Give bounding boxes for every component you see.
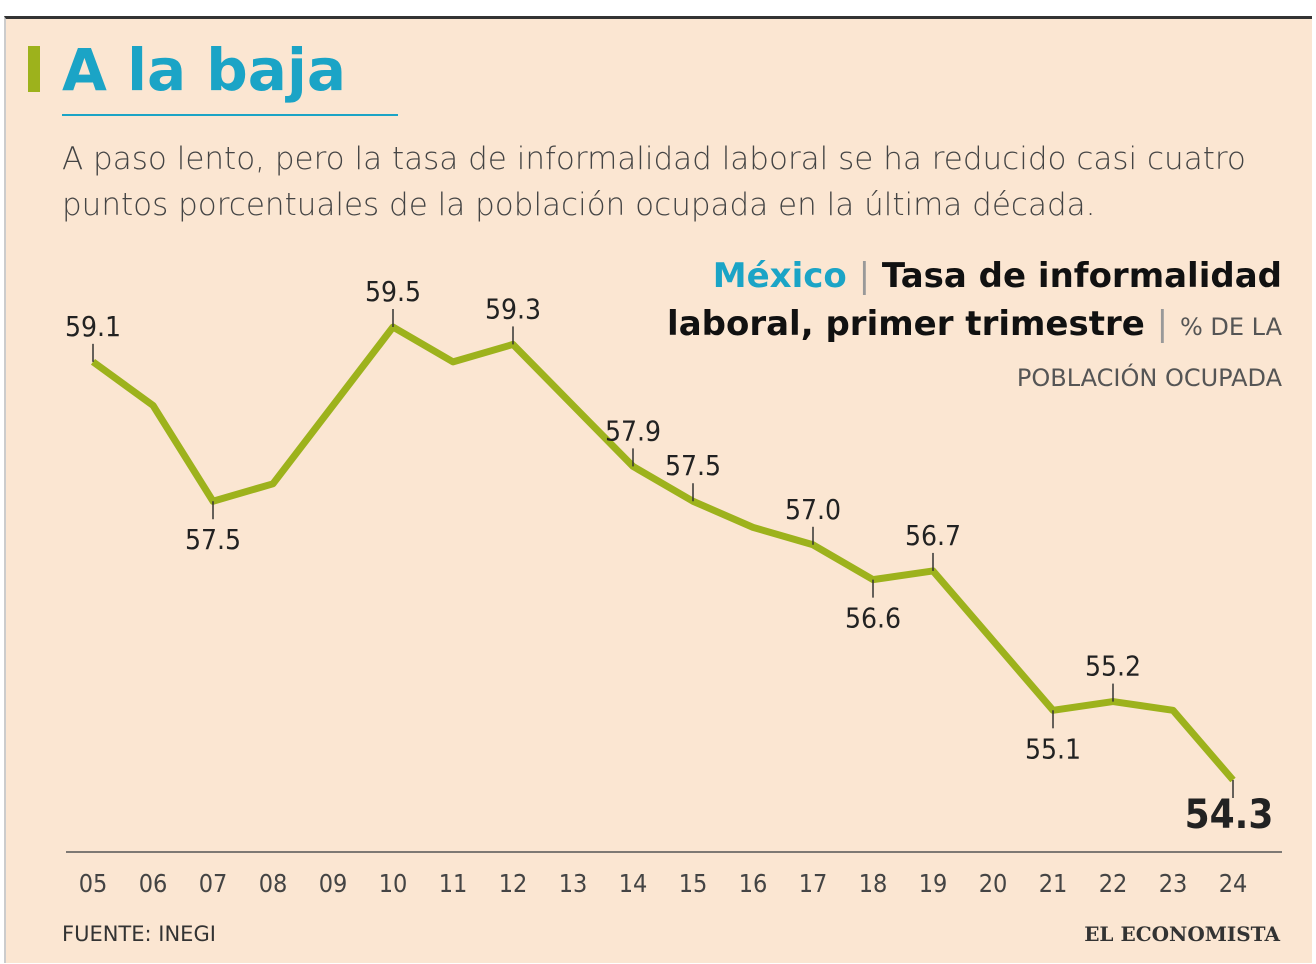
x-tick-label: 16	[739, 869, 768, 898]
title-rule	[62, 114, 398, 116]
value-label: 57.9	[605, 414, 661, 447]
caption-region: México	[712, 256, 847, 296]
separator: |	[858, 256, 871, 296]
value-label: 57.5	[185, 523, 241, 556]
value-label: 55.2	[1085, 650, 1141, 683]
value-label-highlight: 54.3	[1185, 792, 1274, 838]
brand: EL ECONOMISTA	[1084, 922, 1280, 946]
source: FUENTE: INEGI	[62, 922, 216, 946]
caption-title: Tasa de informalidad laboral, primer tri…	[667, 256, 1282, 344]
x-tick-label: 18	[859, 869, 888, 898]
caption: México | Tasa de informalidad laboral, p…	[642, 252, 1282, 402]
x-tick-label: 21	[1039, 869, 1068, 898]
value-label: 57.0	[785, 493, 841, 526]
value-label: 59.1	[65, 310, 121, 343]
x-tick-label: 20	[979, 869, 1008, 898]
x-tick-label: 13	[559, 869, 588, 898]
x-tick-label: 19	[919, 869, 948, 898]
value-label: 59.5	[365, 275, 421, 308]
x-tick-label: 24	[1219, 869, 1248, 898]
value-label: 59.3	[485, 292, 541, 325]
x-tick-label: 23	[1159, 869, 1188, 898]
x-tick-label: 12	[499, 869, 528, 898]
x-tick-label: 08	[259, 869, 288, 898]
x-tick-label: 14	[619, 869, 648, 898]
x-tick-label: 15	[679, 869, 708, 898]
accent-bar	[28, 46, 40, 92]
x-tick-label: 10	[379, 869, 408, 898]
x-tick-label: 09	[319, 869, 348, 898]
value-label: 55.1	[1025, 732, 1081, 765]
x-tick-label: 06	[139, 869, 168, 898]
x-tick-label: 05	[79, 869, 108, 898]
line	[90, 323, 1236, 783]
subtitle: A paso lento, pero la tasa de informalid…	[62, 141, 1246, 223]
x-tick-label: 22	[1099, 869, 1128, 898]
value-label: 57.5	[665, 449, 721, 482]
card	[4, 16, 1312, 963]
x-tick-label: 07	[199, 869, 228, 898]
separator: |	[1156, 304, 1169, 344]
title: A la baja	[62, 36, 346, 104]
x-tick-label: 17	[799, 869, 828, 898]
caption-unit: % DE LA POBLACIÓN OCUPADA	[1016, 313, 1282, 392]
value-label: 56.7	[905, 519, 961, 552]
x-tick-label: 11	[439, 869, 468, 898]
value-label: 56.6	[845, 602, 901, 635]
